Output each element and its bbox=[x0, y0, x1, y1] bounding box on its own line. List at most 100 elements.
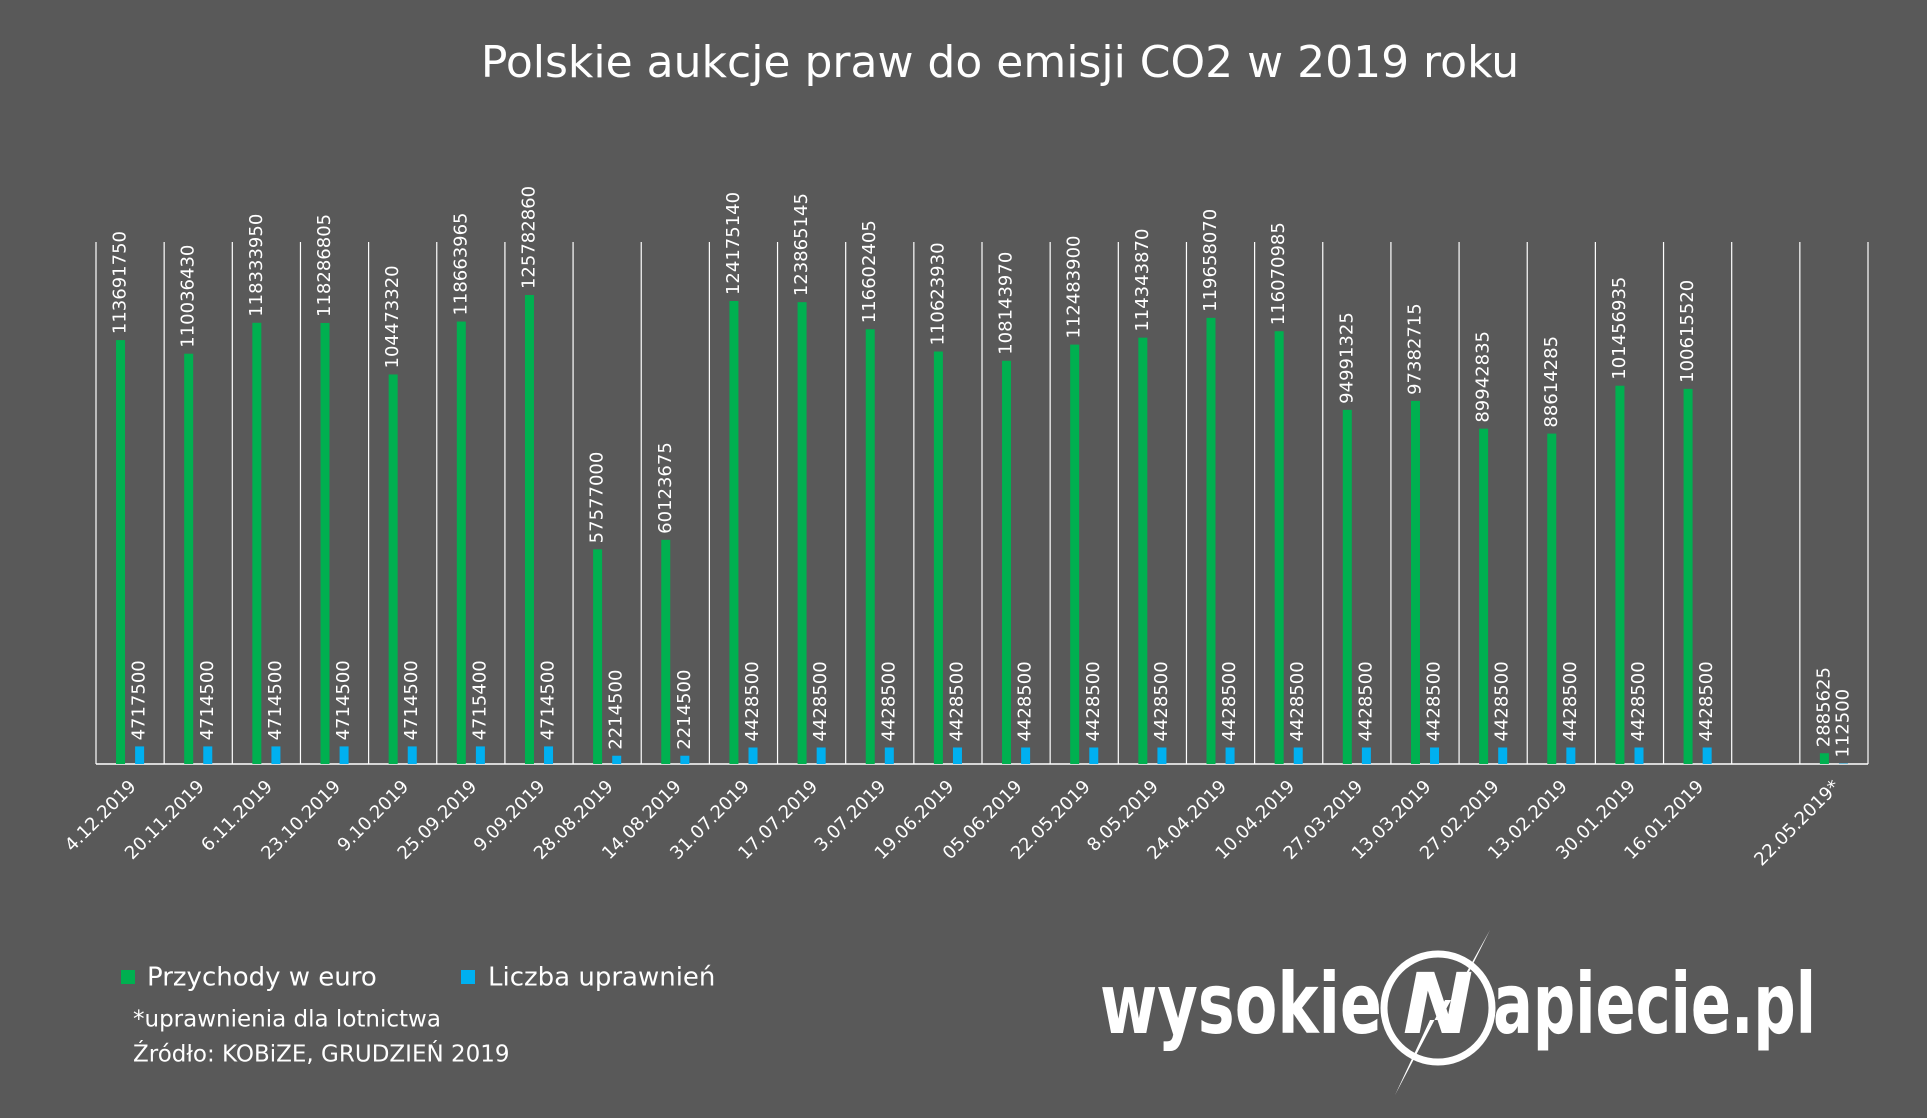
data-label: 125782860 bbox=[518, 186, 539, 289]
bar bbox=[320, 322, 330, 764]
logo-text: wysokie bbox=[1100, 955, 1382, 1053]
data-label: 57577000 bbox=[587, 452, 608, 544]
bar bbox=[1225, 747, 1235, 764]
bar bbox=[729, 301, 739, 764]
bar bbox=[524, 295, 534, 764]
legend-swatch bbox=[461, 970, 475, 984]
legend-label: Liczba uprawnień bbox=[488, 963, 715, 993]
bar bbox=[797, 302, 807, 764]
data-label: 60123675 bbox=[655, 442, 676, 534]
data-label: 89942835 bbox=[1473, 331, 1494, 423]
bar bbox=[271, 746, 281, 764]
bar bbox=[1157, 747, 1167, 764]
data-label: 4428500 bbox=[946, 661, 967, 741]
data-label: 4428500 bbox=[1355, 661, 1376, 741]
bar bbox=[661, 539, 671, 764]
bar bbox=[816, 747, 826, 764]
data-label: 4428500 bbox=[1492, 661, 1513, 741]
logo-bolt bbox=[1395, 930, 1490, 1095]
logo-text: apiecie.pl bbox=[1493, 955, 1816, 1053]
data-label: 100615520 bbox=[1677, 280, 1698, 383]
legend-swatch bbox=[121, 970, 135, 984]
bar bbox=[593, 549, 603, 764]
logo-letter: N bbox=[1403, 955, 1473, 1053]
data-label: 114343870 bbox=[1132, 229, 1153, 332]
data-label: 97382715 bbox=[1404, 303, 1425, 395]
data-label: 4428500 bbox=[1696, 661, 1717, 741]
data-label: 4428500 bbox=[1083, 661, 1104, 741]
bar bbox=[1070, 344, 1080, 764]
bar bbox=[1547, 433, 1557, 764]
data-label: 112483900 bbox=[1064, 236, 1085, 339]
data-label: 113691750 bbox=[110, 231, 131, 334]
bar bbox=[1002, 360, 1012, 764]
bar bbox=[1206, 317, 1216, 764]
data-label: 4714500 bbox=[333, 660, 354, 740]
bar bbox=[884, 747, 894, 764]
data-label: 4428500 bbox=[878, 661, 899, 741]
bar bbox=[952, 747, 962, 764]
bar bbox=[407, 746, 417, 764]
bar bbox=[1342, 409, 1352, 764]
logo-circle bbox=[1380, 950, 1496, 1066]
bar bbox=[1498, 747, 1508, 764]
data-label: 110623930 bbox=[927, 242, 948, 345]
bar bbox=[544, 746, 554, 764]
bar bbox=[1634, 747, 1644, 764]
data-label: 118286805 bbox=[314, 214, 335, 317]
data-label: 123865145 bbox=[791, 193, 812, 296]
bar bbox=[1566, 747, 1576, 764]
bar bbox=[203, 746, 213, 764]
data-label: 4428500 bbox=[1287, 661, 1308, 741]
bar bbox=[1819, 753, 1829, 764]
bar bbox=[116, 340, 126, 764]
data-label: 124175140 bbox=[723, 192, 744, 295]
bar bbox=[1138, 337, 1148, 764]
bar bbox=[456, 321, 466, 764]
bar bbox=[865, 329, 875, 764]
bar bbox=[184, 353, 194, 764]
data-label: 4428500 bbox=[742, 661, 763, 741]
data-label: 118333950 bbox=[246, 214, 267, 317]
data-label: 4715400 bbox=[469, 660, 490, 740]
source: Źródło: KOBiZE, GRUDZIEŃ 2019 bbox=[133, 1040, 510, 1068]
data-label: 119658070 bbox=[1200, 209, 1221, 312]
data-label: 88614285 bbox=[1541, 336, 1562, 428]
bar bbox=[1021, 747, 1031, 764]
bar bbox=[1274, 331, 1284, 764]
bar bbox=[1430, 747, 1440, 764]
data-label: 4717500 bbox=[129, 660, 150, 740]
data-label: 4428500 bbox=[1560, 661, 1581, 741]
data-label: 4428500 bbox=[810, 661, 831, 741]
bar bbox=[748, 747, 758, 764]
data-label: 4714500 bbox=[265, 660, 286, 740]
bar bbox=[933, 351, 943, 764]
data-label: 4428500 bbox=[1151, 661, 1172, 741]
note: *uprawnienia dla lotnictwa bbox=[133, 1007, 441, 1033]
data-label: 104473320 bbox=[382, 265, 403, 368]
bar bbox=[1089, 747, 1099, 764]
data-label: 112500 bbox=[1832, 689, 1853, 758]
logo: wysokie N apiecie.pl bbox=[1100, 930, 1816, 1095]
bar bbox=[1361, 747, 1371, 764]
data-label: 2214500 bbox=[674, 670, 695, 750]
data-label: 94991325 bbox=[1336, 312, 1357, 404]
bar bbox=[1410, 400, 1420, 764]
bar bbox=[680, 755, 690, 764]
bar bbox=[1479, 428, 1489, 764]
data-label: 108143970 bbox=[996, 252, 1017, 355]
bar bbox=[252, 322, 262, 764]
chart-title: Polskie aukcje praw do emisji CO2 w 2019… bbox=[481, 37, 1519, 88]
data-label: 101456935 bbox=[1609, 277, 1630, 380]
data-label: 110036430 bbox=[178, 245, 199, 348]
data-label: 2214500 bbox=[606, 670, 627, 750]
bar bbox=[1293, 747, 1303, 764]
data-label: 118663965 bbox=[450, 212, 471, 315]
legend-label: Przychody w euro bbox=[147, 963, 377, 993]
bar bbox=[135, 746, 145, 764]
bar bbox=[612, 755, 622, 764]
bar bbox=[475, 746, 485, 764]
data-label: 4428500 bbox=[1424, 661, 1445, 741]
bar bbox=[339, 746, 349, 764]
